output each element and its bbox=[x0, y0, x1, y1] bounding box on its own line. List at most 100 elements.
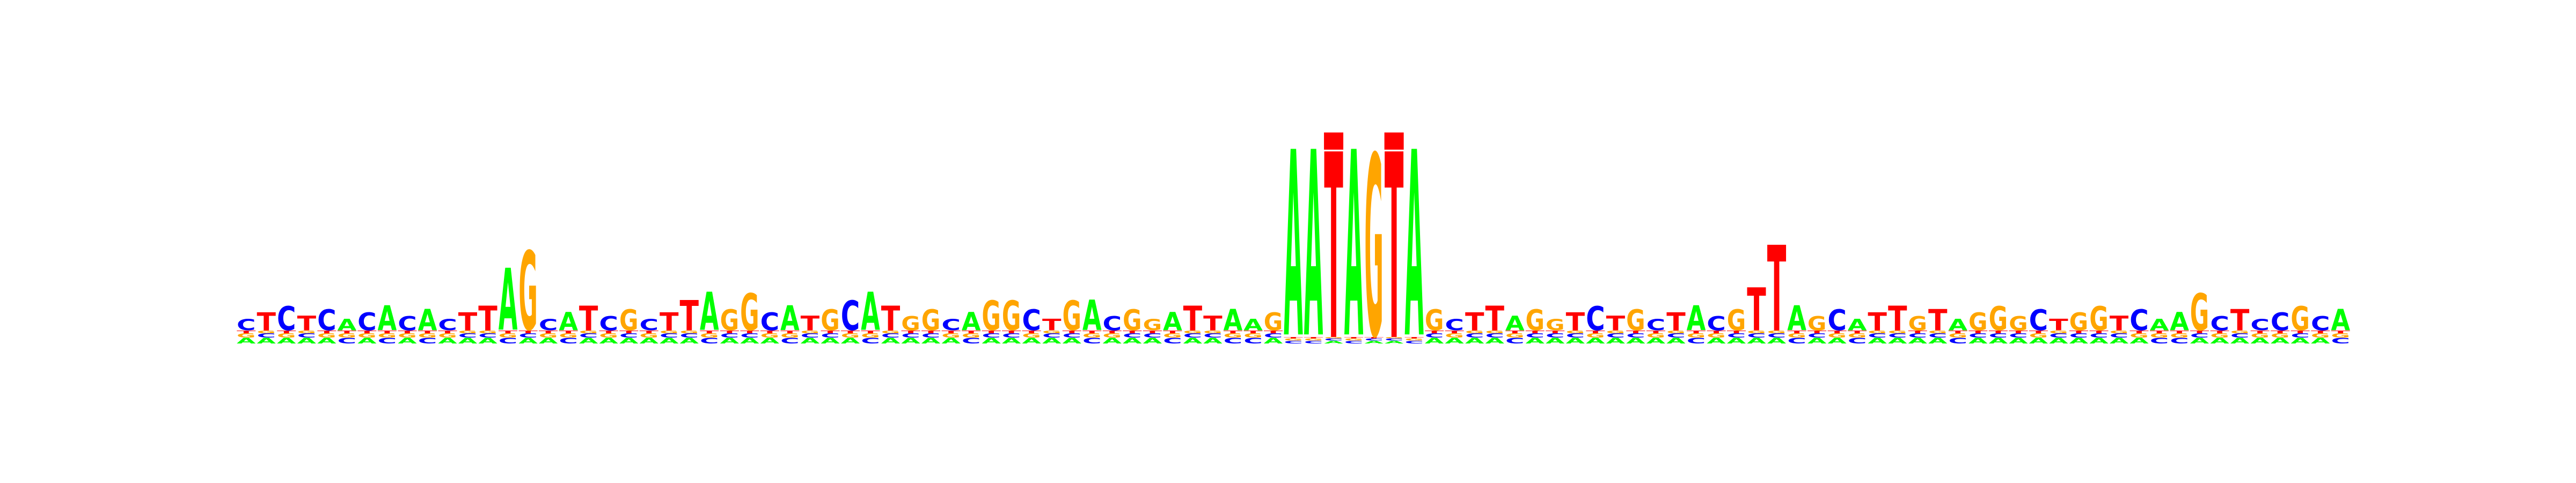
logo-letter-g: G bbox=[760, 333, 780, 339]
logo-letter-t: T bbox=[760, 330, 780, 334]
logo-letter-a: A bbox=[1123, 336, 1142, 346]
logo-letter-g: G bbox=[1163, 333, 1182, 339]
logo-letter-a: A bbox=[1344, 99, 1364, 395]
logo-letter-g: G bbox=[1949, 333, 1968, 339]
logo-letter-a: A bbox=[1485, 336, 1504, 346]
logo-letter-a: A bbox=[478, 336, 497, 346]
logo-letter-a: A bbox=[1404, 99, 1424, 395]
logo-letter-a: A bbox=[2069, 336, 2089, 346]
logo-letter-t: T bbox=[1989, 330, 2008, 334]
logo-letter-t: T bbox=[700, 330, 719, 334]
logo-letter-g: G bbox=[2190, 284, 2209, 342]
logo-letter-g: G bbox=[1103, 333, 1122, 339]
logo-letter-a: A bbox=[1304, 99, 1323, 395]
logo-letter-t: T bbox=[2049, 316, 2068, 334]
logo-letter-t: T bbox=[1868, 308, 1887, 336]
logo-letter-t: T bbox=[841, 330, 860, 334]
logo-letter-t: T bbox=[2210, 330, 2229, 334]
logo-letter-g: G bbox=[1827, 333, 1847, 339]
logo-letter-c: C bbox=[1404, 340, 1424, 345]
logo-letter-t: T bbox=[1183, 299, 1203, 339]
logo-letter-c: C bbox=[1304, 340, 1323, 345]
logo-letter-t: T bbox=[1143, 330, 1162, 334]
logo-letter-a: A bbox=[438, 336, 457, 346]
logo-letter-g: G bbox=[1284, 338, 1303, 341]
logo-letter-c: C bbox=[2069, 332, 2089, 339]
logo-letter-c: C bbox=[881, 332, 901, 339]
logo-letter-t: T bbox=[1566, 308, 1585, 336]
logo-letter-c: C bbox=[1082, 336, 1102, 345]
logo-letter-t: T bbox=[780, 330, 800, 334]
logo-letter-g: G bbox=[1666, 330, 1686, 334]
logo-letter-a: A bbox=[1747, 336, 1766, 346]
logo-letter-a: A bbox=[2311, 336, 2330, 346]
logo-letter-c: C bbox=[2250, 317, 2270, 334]
logo-letter-a: A bbox=[1666, 336, 1686, 346]
logo-letter-a: A bbox=[539, 336, 558, 346]
logo-letter-a: A bbox=[1606, 336, 1626, 346]
logo-letter-t: T bbox=[257, 308, 276, 336]
logo-letter-a: A bbox=[518, 336, 538, 346]
logo-letter-t: T bbox=[660, 308, 679, 336]
logo-letter-c: C bbox=[2290, 332, 2310, 339]
logo-letter-g: G bbox=[1646, 333, 1666, 339]
logo-letter-t: T bbox=[2331, 330, 2350, 334]
logo-letter-c: C bbox=[599, 312, 618, 335]
logo-letter-a: A bbox=[1042, 336, 1062, 346]
logo-letter-g: G bbox=[2230, 330, 2250, 334]
logo-letter-g: G bbox=[1022, 333, 1041, 339]
logo-letter-t: T bbox=[539, 330, 558, 334]
logo-letter-c: C bbox=[841, 292, 860, 340]
logo-letter-c: C bbox=[1827, 304, 1847, 338]
logo-letter-t: T bbox=[1465, 308, 1484, 336]
logo-letter-a: A bbox=[801, 336, 820, 346]
logo-letter-c: C bbox=[458, 332, 478, 339]
logo-letter-a: A bbox=[901, 336, 920, 346]
logo-letter-g: G bbox=[1747, 330, 1766, 334]
logo-letter-c: C bbox=[338, 336, 357, 345]
logo-letter-t: T bbox=[801, 312, 820, 335]
logo-letter-a: A bbox=[962, 307, 981, 336]
logo-letter-a: A bbox=[2250, 336, 2270, 346]
logo-letter-g: G bbox=[2250, 333, 2270, 339]
logo-letter-a: A bbox=[398, 336, 417, 346]
logo-letter-a: A bbox=[1807, 336, 1827, 346]
logo-letter-t: T bbox=[2150, 330, 2169, 334]
logo-letter-c: C bbox=[1546, 332, 1565, 339]
logo-letter-a: A bbox=[237, 336, 256, 346]
logo-letter-t: T bbox=[982, 330, 1001, 334]
logo-letter-g: G bbox=[1727, 304, 1746, 337]
logo-letter-t: T bbox=[2110, 312, 2129, 335]
logo-letter-a: A bbox=[338, 316, 357, 334]
logo-letter-c: C bbox=[1123, 332, 1142, 339]
logo-letter-g: G bbox=[2129, 333, 2149, 339]
logo-letter-a: A bbox=[1868, 336, 1887, 346]
logo-letter-t: T bbox=[1787, 330, 1806, 334]
logo-letter-c: C bbox=[2210, 312, 2229, 335]
logo-letter-g: G bbox=[619, 304, 639, 337]
logo-letter-c: C bbox=[1807, 332, 1827, 339]
logo-letter-a: A bbox=[1626, 336, 1645, 346]
logo-letter-c: C bbox=[619, 332, 639, 339]
logo-letter-c: C bbox=[539, 317, 558, 334]
logo-letter-t: T bbox=[1968, 330, 1988, 334]
logo-letter-g: G bbox=[237, 333, 256, 339]
logo-letter-g: G bbox=[821, 304, 840, 337]
logo-letter-c: C bbox=[821, 332, 840, 339]
logo-letter-c: C bbox=[962, 336, 981, 345]
logo-letter-t: T bbox=[1707, 330, 1726, 334]
logo-letter-a: A bbox=[1767, 336, 1787, 346]
logo-letter-t: T bbox=[1666, 308, 1686, 336]
logo-letter-g: G bbox=[1626, 304, 1645, 337]
logo-letter-g: G bbox=[357, 333, 377, 339]
logo-letter-a: A bbox=[2089, 336, 2109, 346]
logo-letter-g: G bbox=[1445, 333, 1464, 339]
logo-letter-a: A bbox=[357, 336, 377, 346]
logo-letter-a: A bbox=[1385, 340, 1404, 345]
logo-letter-a: A bbox=[780, 299, 800, 339]
logo-letter-t: T bbox=[1928, 303, 1948, 338]
logo-letter-t: T bbox=[1062, 330, 1081, 334]
logo-letter-c: C bbox=[921, 332, 941, 339]
logo-letter-t: T bbox=[357, 330, 377, 334]
logo-letter-a: A bbox=[1787, 299, 1806, 339]
